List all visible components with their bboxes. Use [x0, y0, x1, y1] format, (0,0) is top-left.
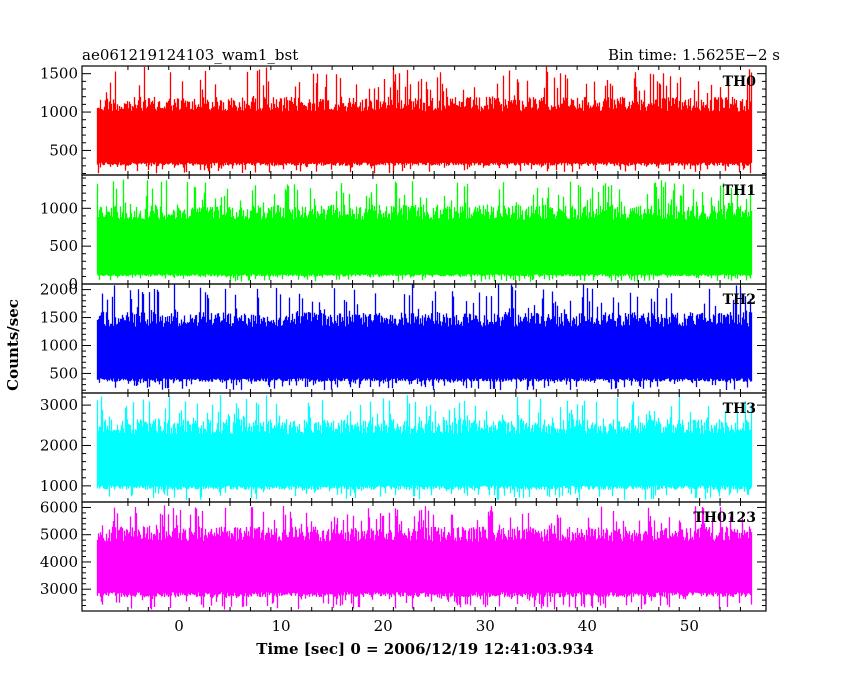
y-tick-label: 500 — [49, 364, 78, 382]
x-tick-label: 10 — [272, 617, 291, 635]
y-tick-label: 500 — [49, 237, 78, 255]
y-tick-label: 1500 — [40, 309, 78, 327]
panel-th1: 0 500 1000 TH1 — [40, 174, 767, 293]
y-tick-label: 500 — [49, 141, 78, 159]
y-tick-label: 1500 — [40, 65, 78, 83]
y-tick-label: 0 — [68, 275, 78, 293]
y-tick-label: 2000 — [40, 436, 78, 454]
x-tick-label: 20 — [374, 617, 393, 635]
y-tick-label: 1000 — [40, 199, 78, 217]
series-label: TH0 — [723, 74, 757, 90]
x-tick-label: 40 — [578, 617, 597, 635]
x-axis-label: Time [sec] 0 = 2006/12/19 12:41:03.934 — [256, 640, 593, 658]
panel-th0123: 3000 4000 5000 6000 TH0123 — [40, 498, 767, 612]
y-tick-label: 3000 — [40, 396, 78, 414]
y-tick-label: 6000 — [40, 498, 78, 516]
series-label: TH0123 — [693, 510, 756, 526]
series-th2 — [96, 284, 753, 391]
y-tick-label: 1000 — [40, 477, 78, 495]
series-label: TH1 — [723, 183, 756, 199]
series-th0 — [96, 66, 753, 174]
bin-time-label: Bin time: 1.5625E−2 s — [608, 46, 780, 64]
panel-th0: 500 1000 1500 TH0 — [40, 65, 767, 176]
y-tick-label: 1000 — [40, 336, 78, 354]
chart-title: ae061219124103_wam1_bst — [82, 46, 298, 64]
x-tick-label: 30 — [476, 617, 495, 635]
series-th1 — [96, 179, 753, 282]
panel-th2: 500 1000 1500 2000 TH2 — [40, 281, 767, 394]
series-th0123 — [96, 505, 753, 610]
y-tick-label: 3000 — [40, 580, 78, 598]
y-tick-label: 4000 — [40, 553, 78, 571]
y-tick-label: 1000 — [40, 103, 78, 121]
x-tick-label: 50 — [680, 617, 699, 635]
series-label: TH3 — [723, 401, 756, 417]
series-label: TH2 — [723, 292, 756, 308]
panel-th3: 1000 2000 3000 TH3 — [40, 392, 767, 503]
y-tick-label: 5000 — [40, 526, 78, 544]
y-tick-label: 2000 — [40, 281, 78, 299]
series-th3 — [96, 395, 753, 500]
x-tick-label: 0 — [174, 617, 184, 635]
y-axis-label: Counts/sec — [4, 299, 22, 391]
